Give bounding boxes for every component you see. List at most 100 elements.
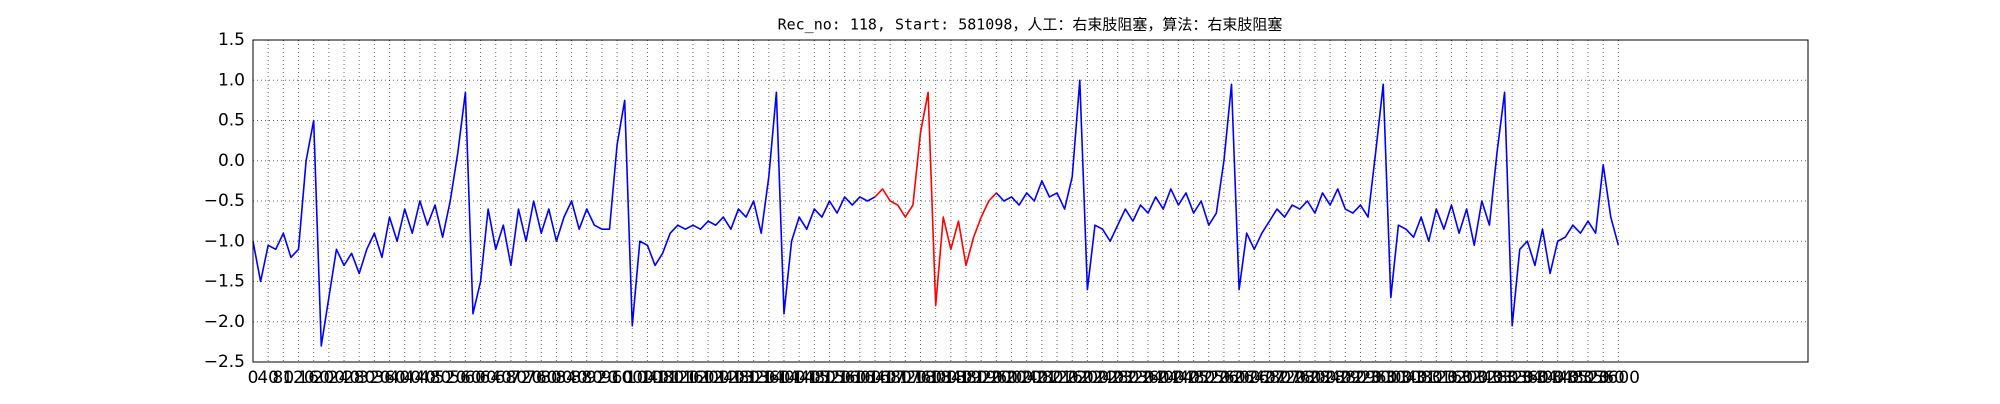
x-tick-label: 2480 — [1172, 368, 1215, 388]
x-tick-label: 2600 — [1217, 368, 1260, 388]
x-tick-label: 2520 — [1187, 368, 1230, 388]
x-tick-label: 2320 — [1111, 368, 1154, 388]
x-tick-label: 1040 — [626, 368, 669, 388]
y-tick-label: 0.0 — [218, 151, 245, 171]
x-tick-label: 2160 — [1051, 368, 1094, 388]
x-tick-label: 1880 — [944, 368, 987, 388]
x-tick-label: 3560 — [1582, 368, 1625, 388]
x-tick-label: 600 — [464, 368, 496, 388]
y-tick-label: −1.0 — [204, 231, 245, 251]
x-tick-label: 3080 — [1400, 368, 1443, 388]
x-tick-label: 960 — [601, 368, 633, 388]
x-tick-label: 3440 — [1536, 368, 1579, 388]
x-tick-label: 1800 — [914, 368, 957, 388]
x-tick-label: 1560 — [823, 368, 866, 388]
x-tick-label: 360 — [373, 368, 405, 388]
x-tick-label: 3040 — [1384, 368, 1427, 388]
x-tick-label: 80 — [273, 368, 295, 388]
x-tick-label: 200 — [313, 368, 345, 388]
x-tick-label: 920 — [586, 368, 618, 388]
x-tick-label: 2760 — [1278, 368, 1321, 388]
x-tick-label: 800 — [540, 368, 572, 388]
x-tick-label: 2120 — [1035, 368, 1078, 388]
x-tick-label: 3480 — [1551, 368, 1594, 388]
y-tick-label: −2.0 — [204, 312, 245, 332]
x-tick-label: 0 — [248, 368, 259, 388]
x-tick-label: 1520 — [808, 368, 851, 388]
x-tick-label: 1160 — [671, 368, 714, 388]
x-tick-label: 40 — [257, 368, 279, 388]
x-tick-label: 2960 — [1354, 368, 1397, 388]
plot-frame — [252, 39, 1809, 363]
x-tick-label: 2080 — [1020, 368, 1063, 388]
x-tick-label: 1640 — [853, 368, 896, 388]
x-tick-label: 280 — [343, 368, 375, 388]
x-tick-label: 440 — [404, 368, 436, 388]
x-tick-label: 2000 — [990, 368, 1033, 388]
x-tick-label: 2360 — [1126, 368, 1169, 388]
x-tick-label: 640 — [480, 368, 512, 388]
x-tick-label: 240 — [328, 368, 360, 388]
x-tick-label: 1280 — [717, 368, 760, 388]
x-tick-label: 880 — [571, 368, 603, 388]
x-tick-label: 1720 — [884, 368, 927, 388]
x-tick-label: 3000 — [1369, 368, 1412, 388]
x-tick-label: 2240 — [1081, 368, 1124, 388]
x-tick-label: 480 — [419, 368, 451, 388]
x-tick-label: 2040 — [1005, 368, 1048, 388]
x-tick-label: 3200 — [1445, 368, 1488, 388]
x-tick-label: 1680 — [869, 368, 912, 388]
x-tick-label: 1200 — [686, 368, 729, 388]
x-tick-label: 3320 — [1491, 368, 1534, 388]
x-tick-label: 160 — [297, 368, 329, 388]
x-tick-label: 2640 — [1233, 368, 1276, 388]
x-tick-label: 680 — [495, 368, 527, 388]
x-tick-label: 2720 — [1263, 368, 1306, 388]
x-tick-label: 2440 — [1157, 368, 1200, 388]
x-tick-label: 3280 — [1475, 368, 1518, 388]
x-tick-label: 1080 — [641, 368, 684, 388]
x-tick-label: 2800 — [1293, 368, 1336, 388]
y-tick-label: −2.5 — [204, 352, 245, 372]
signal-line — [874, 91, 997, 307]
x-tick-label: 2280 — [1096, 368, 1139, 388]
x-tick-label: 3360 — [1506, 368, 1549, 388]
y-tick-label: 0.5 — [218, 111, 245, 131]
x-tick-label: 120 — [282, 368, 314, 388]
x-tick-label: 840 — [555, 368, 587, 388]
x-tick-label: 3160 — [1430, 368, 1473, 388]
y-tick-label: 1.0 — [218, 70, 245, 90]
x-tick-label: 2680 — [1248, 368, 1291, 388]
x-tick-label: 1920 — [960, 368, 1003, 388]
x-tick-label: 1320 — [732, 368, 775, 388]
y-tick-label: −0.5 — [204, 191, 245, 211]
x-tick-label: 720 — [510, 368, 542, 388]
x-tick-label: 3600 — [1597, 368, 1640, 388]
x-tick-label: 1600 — [838, 368, 881, 388]
x-tick-label: 2560 — [1202, 368, 1245, 388]
x-tick-label: 2840 — [1308, 368, 1351, 388]
x-tick-label: 1480 — [793, 368, 836, 388]
x-tick-label: 1960 — [975, 368, 1018, 388]
x-tick-label: 3120 — [1415, 368, 1458, 388]
x-tick-label: 1840 — [929, 368, 972, 388]
y-tick-label: −1.5 — [204, 272, 245, 292]
x-tick-label: 3400 — [1521, 368, 1564, 388]
x-tick-label: 2200 — [1066, 368, 1109, 388]
x-tick-label: 760 — [525, 368, 557, 388]
x-tick-label: 3520 — [1566, 368, 1609, 388]
x-tick-label: 520 — [434, 368, 466, 388]
x-tick-label: 1360 — [747, 368, 790, 388]
x-tick-label: 1400 — [762, 368, 805, 388]
x-tick-label: 1440 — [778, 368, 821, 388]
signal-line — [252, 79, 1620, 347]
x-tick-label: 560 — [449, 368, 481, 388]
x-tick-label: 400 — [388, 368, 420, 388]
x-tick-label: 3240 — [1460, 368, 1503, 388]
chart-title: Rec_no: 118, Start: 581098，人工：右束肢阻塞，算法：右… — [778, 16, 1283, 34]
x-tick-label: 2400 — [1142, 368, 1185, 388]
x-tick-label: 320 — [358, 368, 390, 388]
x-tick-label: 1240 — [702, 368, 745, 388]
